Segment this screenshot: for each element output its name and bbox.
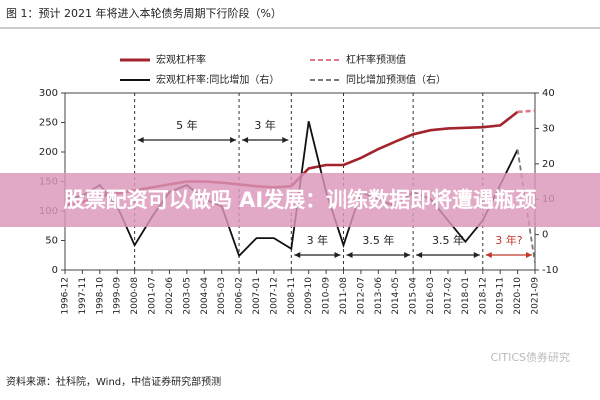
x-tick-label: 2008-11	[287, 277, 297, 315]
legend-label: 杠杆率预测值	[346, 53, 406, 66]
legend-label: 同比增加预测值（右）	[346, 73, 446, 86]
y-tick-label: 50	[45, 236, 58, 247]
span-label: 3.5 年	[362, 233, 394, 247]
span-label: 3.5 年	[432, 233, 464, 247]
x-tick-label: 2014-05	[391, 277, 401, 315]
plot-area: 050100150200250300-100102030401996-12199…	[39, 53, 558, 315]
x-tick-label: 2015-04	[409, 277, 419, 315]
x-tick-label: 2017-02	[443, 277, 453, 315]
x-tick-label: 2007-12	[269, 277, 279, 315]
x-tick-label: 2001-07	[148, 277, 158, 315]
banner-text: 股票配资可以做吗 AI发展：训练数据即将遭遇瓶颈	[64, 188, 536, 212]
x-tick-label: 2019-11	[496, 277, 506, 315]
y2-tick-label: 40	[542, 88, 555, 99]
y-tick-label: 0	[52, 265, 58, 276]
x-tick-label: 2016-03	[426, 277, 436, 315]
x-tick-label: 2020-10	[513, 277, 523, 315]
y2-tick-label: 30	[542, 123, 555, 134]
span-label: 5 年	[176, 118, 198, 132]
x-tick-label: 2013-06	[374, 277, 384, 315]
x-tick-label: 1998-10	[95, 277, 105, 315]
y2-tick-label: 0	[542, 230, 548, 241]
x-tick-label: 2018-12	[478, 277, 488, 315]
y-tick-label: 200	[39, 147, 58, 158]
x-tick-label: 2002-06	[165, 277, 175, 315]
x-tick-label: 2018-01	[461, 277, 471, 315]
x-tick-label: 1996-12	[61, 277, 71, 315]
span-label: 3 年	[254, 118, 276, 132]
legend-label: 宏观杠杆率	[156, 53, 206, 66]
banner-bg	[0, 173, 600, 227]
x-tick-label: 2011-08	[339, 277, 349, 315]
x-tick-label: 2007-01	[252, 277, 262, 315]
y2-tick-label: 20	[542, 159, 555, 170]
y-tick-label: 250	[39, 118, 58, 129]
span-label: 3 年?	[495, 233, 522, 247]
x-tick-label: 2006-02	[235, 277, 245, 315]
x-tick-label: 2004-04	[200, 277, 210, 315]
x-tick-label: 2000-08	[130, 277, 140, 315]
span-label: 3 年	[307, 233, 329, 247]
source-note: 资料来源：社科院，Wind，中信证券研究部预测	[6, 375, 221, 388]
y2-tick-label: -10	[542, 265, 558, 276]
y-tick-label: 300	[39, 88, 58, 99]
x-tick-label: 1997-11	[78, 277, 88, 315]
x-tick-label: 1999-09	[113, 277, 123, 315]
series-line	[517, 109, 536, 114]
x-tick-label: 2010-09	[322, 277, 332, 315]
x-tick-label: 2005-03	[217, 277, 227, 315]
x-tick-label: 2012-07	[356, 277, 366, 315]
x-tick-label: 2021-09	[531, 277, 541, 315]
legend-label: 宏观杠杆率:同比增加（右）	[156, 73, 279, 86]
x-tick-label: 2009-10	[304, 277, 314, 315]
chart-title: 图 1：预计 2021 年将进入本轮债务周期下行阶段（%）	[6, 6, 282, 20]
watermark: CITICS债券研究	[490, 350, 570, 364]
x-tick-label: 2003-05	[182, 277, 192, 315]
